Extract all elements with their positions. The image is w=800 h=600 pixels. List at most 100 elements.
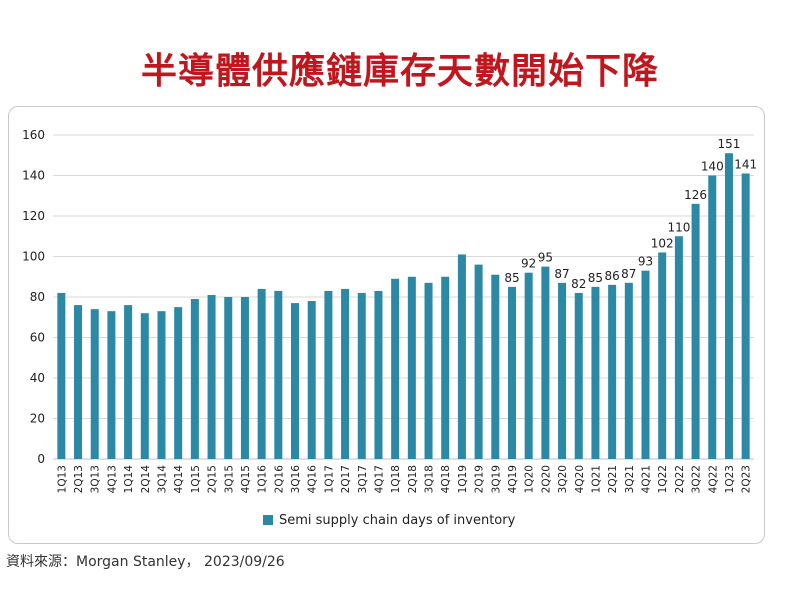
bar-1Q21 bbox=[591, 286, 600, 459]
x-tick-label: 1Q21 bbox=[590, 465, 602, 493]
x-tick-label: 1Q22 bbox=[657, 465, 669, 493]
bar-1Q20 bbox=[524, 272, 533, 459]
y-tick-label: 140 bbox=[22, 169, 45, 183]
x-tick-label: 2Q19 bbox=[474, 465, 486, 493]
bar-2Q22 bbox=[674, 236, 683, 459]
data-label-2Q23: 141 bbox=[734, 157, 757, 171]
x-tick-label: 1Q13 bbox=[56, 465, 68, 493]
bar-3Q15 bbox=[224, 297, 233, 459]
y-tick-label: 40 bbox=[30, 371, 45, 385]
x-tick-label: 4Q18 bbox=[440, 465, 452, 493]
x-tick-label: 2Q14 bbox=[140, 465, 152, 494]
x-tick-label: 2Q18 bbox=[407, 465, 419, 493]
bar-1Q23 bbox=[724, 153, 733, 459]
x-tick-label: 3Q18 bbox=[424, 465, 436, 493]
x-tick-label: 2Q20 bbox=[540, 465, 552, 493]
x-tick-label: 2Q17 bbox=[340, 465, 352, 493]
chart-frame: 0 20 40 60 80 100 120 140 160 85 92 95 87 82 85 86 87 93 1… bbox=[8, 106, 765, 544]
bar-3Q18 bbox=[424, 282, 433, 459]
y-tick-label: 20 bbox=[30, 412, 45, 426]
data-label-3Q22: 126 bbox=[684, 188, 707, 202]
legend-swatch bbox=[263, 515, 273, 525]
x-tick-label: 3Q16 bbox=[290, 465, 302, 494]
bar-1Q19 bbox=[457, 254, 466, 459]
bar-3Q19 bbox=[491, 274, 500, 459]
bar-1Q15 bbox=[190, 299, 199, 459]
bar-2Q18 bbox=[407, 276, 416, 459]
x-tick-label: 4Q15 bbox=[240, 465, 252, 493]
x-tick-label: 2Q23 bbox=[741, 465, 753, 493]
bar-4Q22 bbox=[708, 175, 717, 459]
y-tick-label: 0 bbox=[37, 452, 45, 466]
x-tick-label: 3Q13 bbox=[90, 465, 102, 493]
bar-1Q13 bbox=[57, 292, 66, 459]
y-tick-label: 160 bbox=[22, 128, 45, 142]
data-label-1Q20: 92 bbox=[521, 257, 536, 271]
y-tick-label: 60 bbox=[30, 331, 45, 345]
bar-1Q17 bbox=[324, 290, 333, 459]
bar-2Q21 bbox=[608, 284, 617, 459]
data-label-2Q22: 110 bbox=[667, 220, 690, 234]
bar-1Q18 bbox=[391, 278, 400, 459]
bar-4Q14 bbox=[174, 307, 183, 459]
x-tick-label: 4Q20 bbox=[574, 465, 586, 493]
x-tick-label: 4Q19 bbox=[507, 465, 519, 493]
bar-1Q22 bbox=[658, 252, 667, 459]
x-tick-label: 3Q17 bbox=[357, 465, 369, 493]
x-tick-label: 2Q16 bbox=[273, 465, 285, 494]
bar-3Q13 bbox=[90, 309, 99, 459]
bar-2Q19 bbox=[474, 264, 483, 459]
data-label-2Q21: 86 bbox=[604, 269, 619, 283]
bar-2Q13 bbox=[74, 305, 83, 459]
bar-3Q16 bbox=[291, 303, 300, 459]
y-tick-label: 80 bbox=[30, 290, 45, 304]
data-label-3Q20: 87 bbox=[554, 267, 569, 281]
x-tick-label: 3Q22 bbox=[691, 465, 703, 493]
data-label-4Q20: 82 bbox=[571, 277, 586, 291]
x-tick-label: 3Q15 bbox=[223, 465, 235, 493]
bar-4Q16 bbox=[307, 301, 316, 459]
x-tick-label: 1Q14 bbox=[123, 465, 135, 494]
bar-1Q16 bbox=[257, 288, 266, 459]
x-tick-label: 2Q21 bbox=[607, 465, 619, 493]
data-label-4Q22: 140 bbox=[701, 160, 724, 174]
x-tick-label: 1Q15 bbox=[190, 465, 202, 493]
chart-title: 半導體供應鏈庫存天數開始下降 bbox=[140, 50, 659, 92]
bar-2Q15 bbox=[207, 294, 216, 459]
x-tick-label: 2Q22 bbox=[674, 465, 686, 493]
x-tick-label: 1Q18 bbox=[390, 465, 402, 493]
legend-label: Semi supply chain days of inventory bbox=[279, 513, 516, 528]
bar-3Q20 bbox=[558, 282, 567, 459]
x-tick-label: 4Q21 bbox=[641, 465, 653, 493]
x-tick-label: 1Q23 bbox=[724, 465, 736, 493]
x-tick-label: 4Q14 bbox=[173, 465, 185, 494]
data-label-2Q20: 95 bbox=[538, 251, 553, 265]
bar-4Q20 bbox=[574, 292, 583, 459]
data-label-1Q21: 85 bbox=[588, 271, 603, 285]
bar-3Q22 bbox=[691, 203, 700, 459]
x-tick-label: 1Q17 bbox=[323, 465, 335, 493]
y-tick-label: 120 bbox=[22, 209, 45, 223]
bar-2Q16 bbox=[274, 290, 283, 459]
x-tick-label: 2Q13 bbox=[73, 465, 85, 493]
x-tick-label: 4Q17 bbox=[373, 465, 385, 493]
bar-3Q14 bbox=[157, 311, 166, 459]
bar-2Q20 bbox=[541, 266, 550, 459]
x-tick-label: 3Q21 bbox=[624, 465, 636, 493]
source-note: 資料來源：Morgan Stanley， 2023/09/26 bbox=[6, 554, 285, 570]
y-tick-label: 100 bbox=[22, 250, 45, 264]
bar-4Q18 bbox=[441, 276, 450, 459]
data-label-3Q21: 87 bbox=[621, 267, 636, 281]
data-label-1Q23: 151 bbox=[718, 137, 741, 151]
x-tick-label: 1Q19 bbox=[457, 465, 469, 493]
x-tick-label: 3Q19 bbox=[490, 465, 502, 493]
bar-1Q14 bbox=[124, 305, 133, 459]
bar-4Q15 bbox=[240, 297, 249, 459]
bar-3Q17 bbox=[357, 292, 366, 459]
bar-4Q21 bbox=[641, 270, 650, 459]
x-tick-label: 1Q16 bbox=[257, 465, 269, 494]
bar-2Q14 bbox=[140, 313, 149, 459]
x-tick-label: 2Q15 bbox=[207, 465, 219, 493]
data-label-4Q21: 93 bbox=[638, 255, 653, 269]
